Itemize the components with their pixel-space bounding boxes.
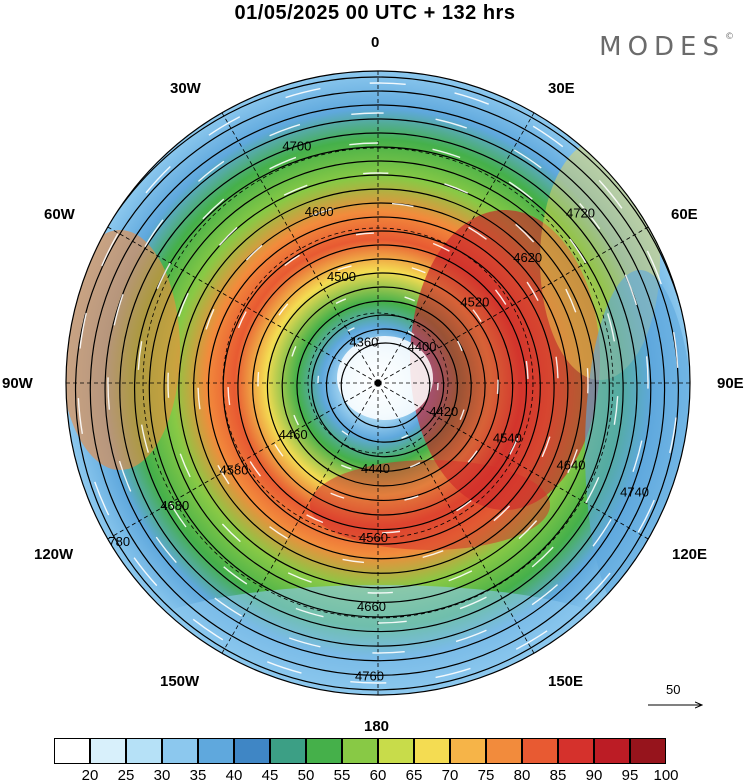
contour-label: 4360: [349, 335, 378, 350]
colorbar-label: 70: [430, 767, 470, 784]
wind-streamline: [363, 173, 388, 174]
contour-label: 4760: [355, 668, 384, 683]
wind-streamline: [587, 368, 588, 393]
colorbar-swatch: [90, 738, 126, 764]
wind-streamline: [368, 592, 393, 593]
lon-label-150e: 150E: [548, 673, 583, 690]
colorbar-label: 90: [574, 767, 614, 784]
map-body: 4360 4400 4420 4440 4460 4500 4520 4540 4560 4580…: [46, 63, 706, 719]
wind-streamline: [258, 372, 259, 386]
wind-streamline: [168, 373, 169, 398]
colorbar-swatch: [54, 738, 90, 764]
colorbar-swatch: [450, 738, 486, 764]
contour-label: 4500: [327, 269, 356, 284]
lon-label-0: 0: [371, 34, 379, 51]
contour-label: 4460: [279, 427, 308, 442]
contour-label: 4440: [361, 461, 390, 476]
lon-label-90w: 90W: [2, 375, 33, 392]
colorbar-swatch: [306, 738, 342, 764]
wind-streamline: [497, 380, 498, 394]
contour-label: 4420: [429, 404, 458, 419]
colorbar-swatch: [234, 738, 270, 764]
colorbar-swatch: [270, 738, 306, 764]
colorbar-swatch: [126, 738, 162, 764]
colorbar-label: 45: [250, 767, 290, 784]
colorbar-label: 85: [538, 767, 578, 784]
colorbar-swatch: [162, 738, 198, 764]
colorbar-label: 65: [394, 767, 434, 784]
colorbar-label: 20: [70, 767, 110, 784]
colorbar-label: 50: [286, 767, 326, 784]
lon-label-60w: 60W: [44, 206, 75, 223]
lon-label-60e: 60E: [671, 206, 698, 223]
colorbar-label: 75: [466, 767, 506, 784]
vector-scale-arrow: [646, 682, 708, 712]
colorbar-label: 30: [142, 767, 182, 784]
north-pole-marker: [375, 380, 382, 387]
colorbar-label: 80: [502, 767, 542, 784]
colorbar-label: 100: [646, 767, 686, 784]
colorbar-swatch: [522, 738, 558, 764]
contour-label: 4540: [493, 431, 522, 446]
lon-label-120e: 120E: [672, 546, 707, 563]
colorbar-swatch: [630, 738, 666, 764]
contour-label: 4640: [557, 458, 586, 473]
contour-label: 4560: [359, 530, 388, 545]
contour-label: 4660: [357, 599, 386, 614]
colorbar-swatch: [594, 738, 630, 764]
contour-label: 4620: [513, 250, 542, 265]
lon-label-180: 180: [364, 718, 389, 735]
colorbar-swatch: [378, 738, 414, 764]
colorbar-label: 25: [106, 767, 146, 784]
contour-label: 4740: [620, 484, 649, 499]
vector-scale-legend: 50: [646, 682, 706, 712]
colorbar-swatch: [198, 738, 234, 764]
colorbar-label: 95: [610, 767, 650, 784]
colorbar-swatch: [486, 738, 522, 764]
contour-label: 4700: [282, 139, 311, 154]
contour-label: 4400: [408, 339, 437, 354]
colorbar-label: 60: [358, 767, 398, 784]
colorbar-label: 55: [322, 767, 362, 784]
lon-label-30w: 30W: [170, 80, 201, 97]
colorbar-swatch: [414, 738, 450, 764]
colorbar-swatch: [558, 738, 594, 764]
contour-label: 4680: [160, 498, 189, 513]
contour-label: 4580: [220, 463, 249, 478]
colorbar-swatch: [342, 738, 378, 764]
contour-label: 4720: [566, 205, 595, 220]
lon-label-30e: 30E: [548, 80, 575, 97]
colorbar-label: 35: [178, 767, 218, 784]
contour-label: 4800: [260, 73, 289, 88]
colorbar-label: 40: [214, 767, 254, 784]
lon-label-150w: 150W: [160, 673, 199, 690]
lon-label-120w: 120W: [34, 546, 73, 563]
contour-label: 4520: [460, 294, 489, 309]
contour-label: 4600: [305, 204, 334, 219]
lon-label-90e: 90E: [717, 375, 744, 392]
